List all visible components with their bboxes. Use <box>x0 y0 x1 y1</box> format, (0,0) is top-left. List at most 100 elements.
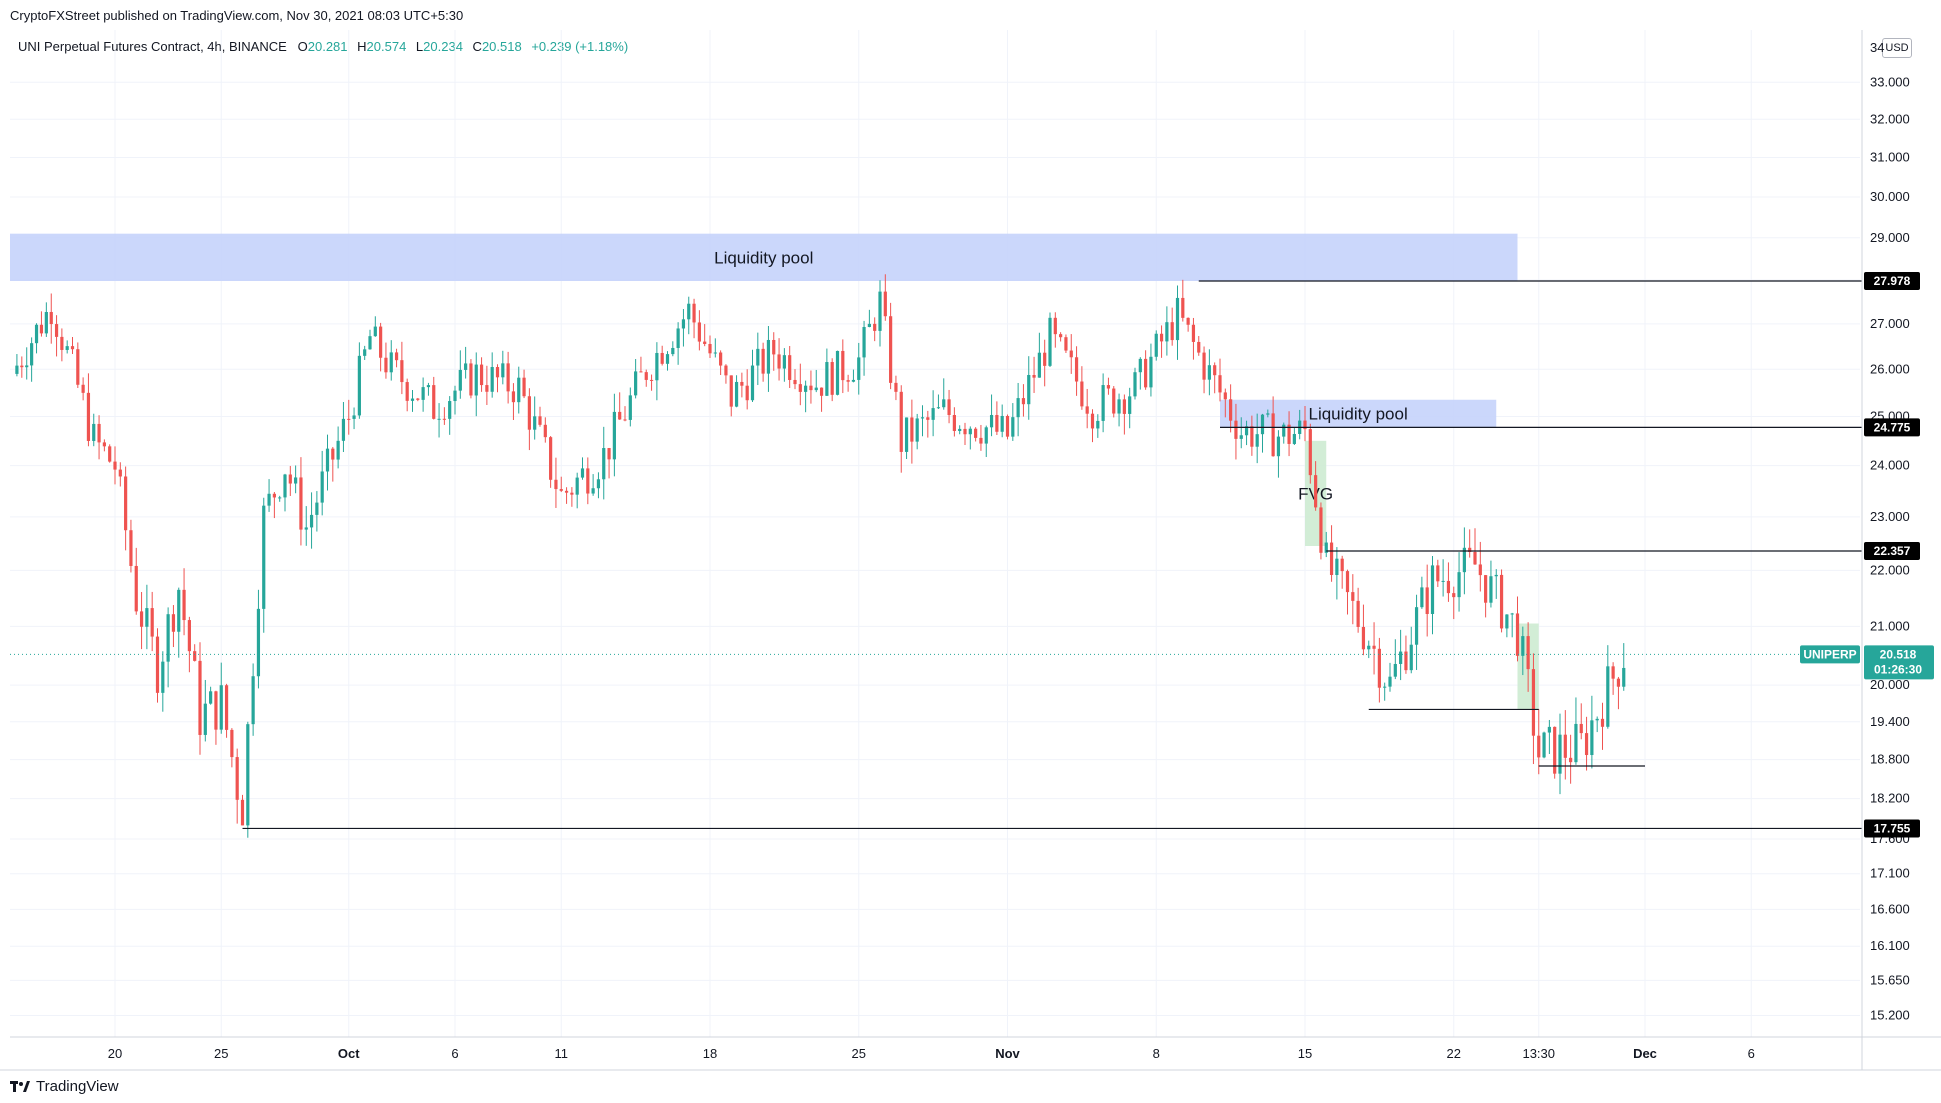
close-label: C <box>472 39 482 54</box>
candle-body <box>1494 574 1498 577</box>
candle-body <box>124 476 128 531</box>
price-tag <box>1864 418 1920 437</box>
symbol-tag-label: UNIPERP <box>1803 647 1856 661</box>
zone-liquidity-pool <box>10 233 1518 282</box>
candle-body <box>671 347 675 355</box>
candle-body <box>857 357 861 380</box>
candle-body <box>724 365 728 376</box>
candle-body <box>1452 593 1456 598</box>
candle-body <box>235 757 239 800</box>
candle-body <box>878 291 882 331</box>
candle-body <box>1515 613 1520 656</box>
candle-body <box>814 387 818 391</box>
candle-body <box>405 382 409 401</box>
candle-body <box>889 316 893 383</box>
candle-body <box>1478 564 1482 576</box>
candle-body <box>161 661 165 693</box>
candle-body <box>1319 507 1323 553</box>
candle-body <box>1531 669 1536 736</box>
candle-body <box>904 417 909 452</box>
price-tag <box>1864 541 1920 560</box>
candle-body <box>1579 723 1583 734</box>
candle-body <box>841 350 845 381</box>
candle-body <box>97 423 101 443</box>
candle-body <box>1457 572 1461 598</box>
candle-body <box>1032 374 1036 378</box>
candle-body <box>421 387 425 400</box>
candle-body <box>262 505 266 609</box>
candle-body <box>1569 757 1573 763</box>
x-tick-label: 18 <box>703 1046 717 1061</box>
candle-body <box>527 396 531 430</box>
candle-body <box>278 497 282 499</box>
candle-body <box>543 424 547 438</box>
candle-body <box>1499 574 1504 629</box>
candle-body <box>25 365 29 368</box>
candle-body <box>1574 723 1578 763</box>
candle-body <box>1213 365 1217 376</box>
candle-body <box>1090 413 1095 429</box>
candle-body <box>1404 651 1408 671</box>
candle-body <box>676 328 680 348</box>
candle-body <box>1239 435 1243 439</box>
candle-body <box>580 468 585 478</box>
candle-body <box>272 493 276 498</box>
candle-body <box>1144 358 1148 388</box>
candle-body <box>1117 399 1121 414</box>
candle-body <box>76 349 80 385</box>
candle-body <box>1377 648 1381 688</box>
candle-body <box>501 363 505 378</box>
candle-body <box>989 414 994 428</box>
candle-body <box>20 365 24 368</box>
candle-body <box>1393 663 1397 677</box>
candle-body <box>586 468 590 494</box>
price-tags: 27.978 24.775 22.357 17.755 UNIPERP 20.51801:… <box>1800 272 1934 838</box>
currency-button[interactable]: USD <box>1882 38 1912 58</box>
candle-body <box>782 355 786 369</box>
last-price-tag <box>1864 645 1934 680</box>
candle-body <box>793 379 797 385</box>
candle-body <box>453 390 457 402</box>
candle-body <box>256 608 261 677</box>
symbol-tag <box>1800 645 1860 664</box>
candle-body <box>703 341 707 344</box>
candle-body <box>1207 365 1211 380</box>
candle-body <box>60 336 64 350</box>
candle-body <box>618 411 622 420</box>
candle-body <box>92 423 96 441</box>
candle-body <box>649 379 654 381</box>
candle-body <box>506 363 510 392</box>
candle-body <box>464 363 468 370</box>
x-tick-label: 25 <box>852 1046 866 1061</box>
candle-body <box>1053 317 1057 335</box>
candle-body <box>851 379 856 382</box>
x-tick-label: 20 <box>108 1046 122 1061</box>
candle-body <box>819 387 824 396</box>
candle-body <box>1016 398 1020 418</box>
candle-body <box>230 729 234 758</box>
candle-body <box>1069 350 1073 358</box>
x-tick-label: 22 <box>1447 1046 1461 1061</box>
open-label: O <box>297 39 308 54</box>
y-tick-label: 24.000 <box>1870 458 1910 473</box>
y-tick-label: 17.100 <box>1870 866 1910 881</box>
tradingview-logo[interactable]: TradingView <box>10 1078 119 1095</box>
candle-body <box>1361 626 1366 650</box>
candle-body <box>1446 580 1451 594</box>
candle-body <box>899 391 903 452</box>
candle-body <box>1356 600 1360 627</box>
low-label: L <box>415 39 424 54</box>
candle-body <box>187 620 191 652</box>
candle-body <box>1244 426 1249 436</box>
x-tick-label: 6 <box>1748 1046 1755 1061</box>
candle-body <box>182 589 186 621</box>
candle-body <box>1266 413 1270 415</box>
candle-body <box>1367 645 1371 650</box>
candle-body <box>1563 734 1567 758</box>
candle-body <box>1383 686 1387 688</box>
candle-body <box>304 527 308 530</box>
candle-body <box>1106 385 1111 389</box>
candle-body <box>1611 666 1615 679</box>
candle-body <box>1037 352 1041 378</box>
